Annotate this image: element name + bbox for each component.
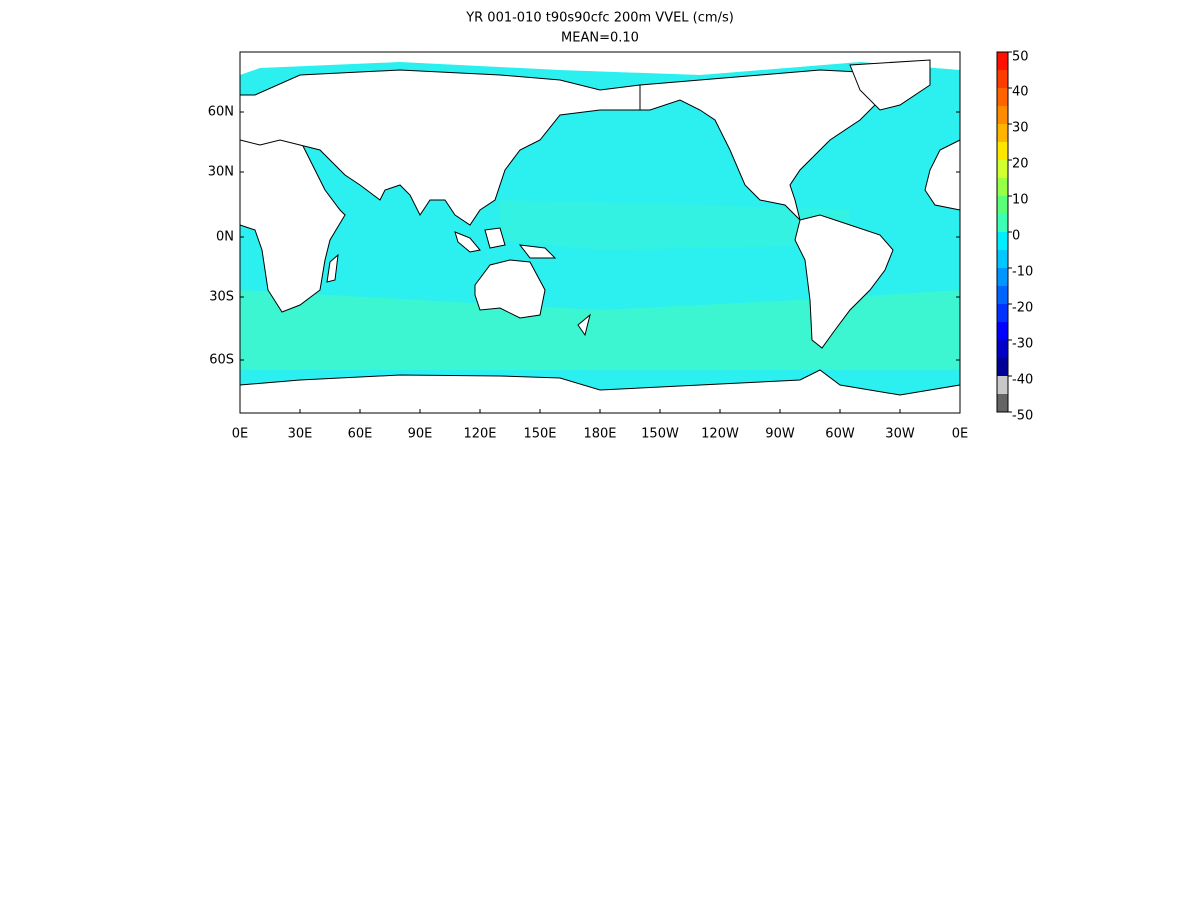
colorbar-tick-label: -50 [1012, 409, 1033, 424]
sea-ice [240, 52, 960, 75]
north-america [639, 69, 881, 222]
x-tick-label: 30W [885, 427, 915, 442]
greenland [849, 59, 931, 111]
axes: 0E 30E 60E 90E 120E 150E 180E 150W 120W 90W 60W 30W… [208, 105, 969, 442]
colorbar-segment [997, 268, 1008, 286]
x-tick-label: 150E [523, 427, 556, 442]
ocean-field-band [240, 290, 960, 370]
x-tick-label: 120E [463, 427, 496, 442]
colorbar-tick-label: 0 [1012, 229, 1020, 244]
colorbar-segment [997, 106, 1008, 124]
x-tick-label: 90E [408, 427, 433, 442]
colorbar-segment [997, 304, 1008, 322]
ocean-field-band [500, 200, 850, 250]
colorbar-segment [997, 286, 1008, 304]
colorbar-tick-label: 30 [1012, 121, 1029, 136]
x-tick-label: 30E [288, 427, 313, 442]
colorbar-tick-label: -20 [1012, 301, 1033, 316]
y-tick-label: 30S [209, 290, 234, 305]
africa [239, 139, 346, 313]
colorbar-segment [997, 160, 1008, 178]
y-tick-label: 30N [208, 165, 234, 180]
colorbar-segment [997, 70, 1008, 88]
colorbar-tick-label: -30 [1012, 337, 1033, 352]
colorbar-tick-label: 20 [1012, 157, 1029, 172]
x-tick-label: 0E [232, 427, 249, 442]
colorbar-segment [997, 394, 1008, 412]
colorbar-tick-label: -10 [1012, 265, 1033, 280]
colorbar-tick-label: 40 [1012, 85, 1029, 100]
y-tick-label: 0N [216, 230, 234, 245]
colorbar-segment [997, 124, 1008, 142]
indonesia [454, 231, 481, 253]
title: YR 001-010 t90s90cfc 200m VVEL (cm/s) [465, 11, 734, 26]
colorbar-segment [997, 376, 1008, 394]
eurasia [239, 69, 641, 226]
x-tick-label: 150W [641, 427, 679, 442]
colorbar-segment [997, 52, 1008, 70]
x-tick-label: 0E [952, 427, 969, 442]
colorbar-segment [997, 142, 1008, 160]
x-tick-label: 120W [701, 427, 739, 442]
x-tick-label: 180E [583, 427, 616, 442]
colorbar-segment [997, 340, 1008, 358]
subtitle: MEAN=0.10 [561, 31, 639, 46]
x-tick-label: 90W [765, 427, 795, 442]
colorbar-tick-label: -40 [1012, 373, 1033, 388]
colorbar-segment [997, 178, 1008, 196]
colorbar: 50 40 30 20 10 0 -10 -20 -30 -40 -50 [996, 50, 1033, 424]
x-tick-label: 60E [348, 427, 373, 442]
colorbar-tick-label: 10 [1012, 193, 1029, 208]
y-tick-label: 60N [208, 105, 234, 120]
colorbar-segment [997, 322, 1008, 340]
colorbar-tick-label: 50 [1012, 50, 1029, 65]
colorbar-segment [997, 88, 1008, 106]
y-tick-label: 60S [209, 353, 234, 368]
colorbar-segment [997, 214, 1008, 232]
colorbar-segment [997, 196, 1008, 214]
madagascar [326, 253, 339, 283]
colorbar-segment [997, 250, 1008, 268]
south-america [794, 214, 894, 349]
australia [474, 259, 546, 319]
borneo [484, 227, 506, 249]
map [239, 51, 961, 414]
new-zealand [577, 313, 591, 337]
colorbar-segment [997, 232, 1008, 250]
new-guinea [518, 244, 557, 259]
colorbar-segment [997, 358, 1008, 376]
x-tick-label: 60W [825, 427, 855, 442]
